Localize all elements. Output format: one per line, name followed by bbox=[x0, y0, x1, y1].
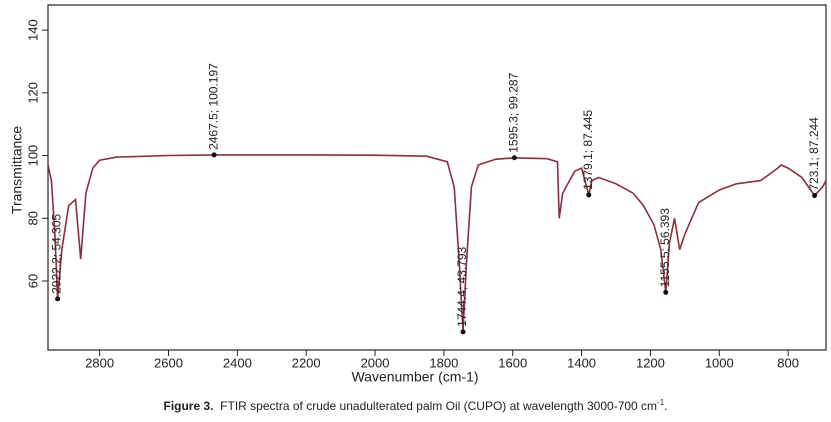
caption-end: . bbox=[664, 399, 668, 413]
x-tick-label: 2200 bbox=[292, 355, 321, 370]
y-tick-label: 140 bbox=[25, 19, 40, 41]
x-tick-label: 2400 bbox=[223, 355, 252, 370]
y-tick-label: 80 bbox=[25, 211, 40, 225]
peak-label: 2467.5; 100.197 bbox=[206, 63, 220, 150]
y-tick-label: 120 bbox=[25, 82, 40, 104]
peak-label: 1155.5; 56.393 bbox=[658, 208, 672, 288]
peak-marker bbox=[511, 155, 517, 161]
x-tick-label: 2600 bbox=[154, 355, 183, 370]
x-tick-label: 2800 bbox=[85, 355, 114, 370]
x-tick-label: 800 bbox=[777, 355, 799, 370]
peak-marker bbox=[586, 192, 592, 198]
y-axis-label: Transmittance bbox=[9, 126, 25, 214]
y-tick-label: 100 bbox=[25, 145, 40, 167]
caption-label: Figure 3. bbox=[163, 399, 214, 413]
peak-label: 1744.4; 43.793 bbox=[455, 246, 469, 326]
x-tick-label: 1400 bbox=[567, 355, 596, 370]
peak-marker bbox=[55, 296, 61, 302]
peak-marker bbox=[211, 152, 217, 158]
peak-label: 723.1; 87.244 bbox=[807, 117, 821, 191]
x-tick-label: 2000 bbox=[361, 355, 390, 370]
peak-label: 1379.1; 87.445 bbox=[581, 110, 595, 190]
y-tick-label: 60 bbox=[25, 274, 40, 288]
peak-marker bbox=[812, 193, 818, 199]
caption: Figure 3. FTIR spectra of crude unadulte… bbox=[0, 398, 831, 413]
caption-sup: -1 bbox=[657, 398, 665, 407]
x-tick-label: 1200 bbox=[636, 355, 665, 370]
caption-text: FTIR spectra of crude unadulterated palm… bbox=[220, 399, 658, 413]
x-tick-label: 1000 bbox=[705, 355, 734, 370]
plot-frame bbox=[47, 4, 827, 351]
peak-marker bbox=[663, 289, 669, 295]
spectrum-line bbox=[47, 154, 827, 332]
peak-label: 2922.2; 54.305 bbox=[50, 213, 64, 293]
peak-marker bbox=[460, 329, 466, 335]
x-tick-label: 1800 bbox=[429, 355, 458, 370]
chart: Wavenumber (cm-1) Transmittance 2800 2600… bbox=[9, 4, 827, 385]
x-axis-label: Wavenumber (cm-1) bbox=[351, 369, 478, 385]
peak-label: 1595.3; 99.287 bbox=[507, 72, 521, 152]
x-tick-label: 1600 bbox=[498, 355, 527, 370]
